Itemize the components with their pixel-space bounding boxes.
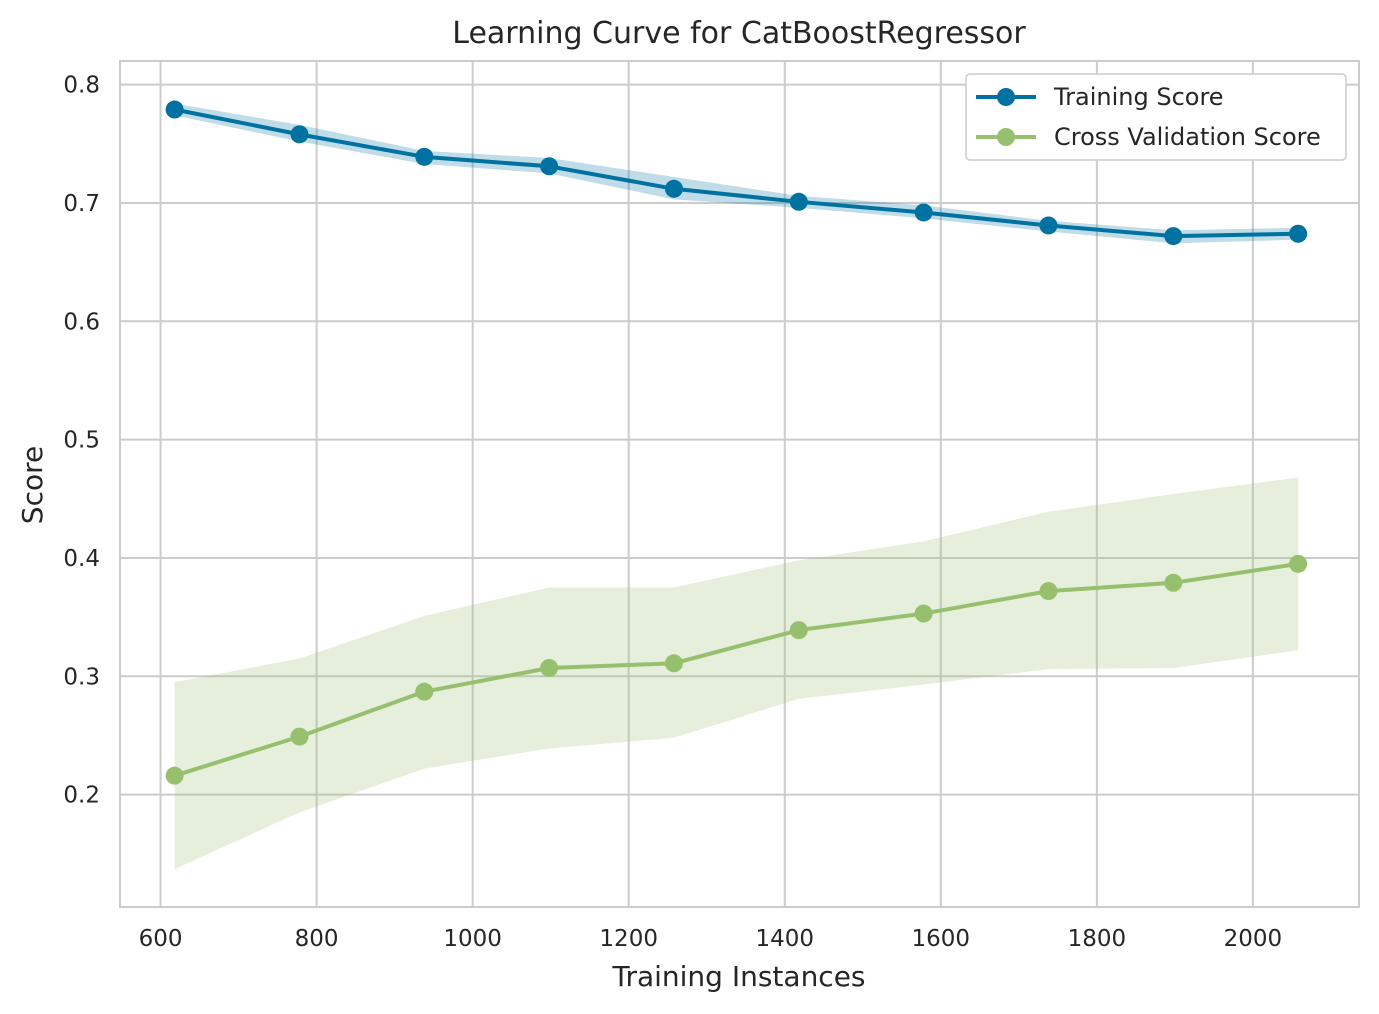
y-axis-label: Score — [16, 446, 49, 524]
y-tick-label: 0.4 — [63, 546, 100, 572]
training-score-point — [290, 125, 309, 144]
cross-validation-score-point — [290, 727, 309, 746]
training-score-point — [415, 147, 434, 166]
y-tick-label: 0.8 — [63, 73, 100, 99]
gridlines — [120, 61, 1359, 907]
training-score-line — [174, 107, 1299, 239]
y-tick-label: 0.5 — [63, 428, 100, 454]
cross-validation-score-line — [174, 561, 1299, 778]
training-score-point — [664, 179, 683, 198]
x-tick-label: 1600 — [912, 926, 971, 952]
series-points — [165, 100, 1308, 785]
training-score-point — [540, 157, 559, 176]
cross-validation-score-point — [1164, 573, 1183, 592]
x-tick-label: 2000 — [1224, 926, 1283, 952]
x-tick-label: 1000 — [443, 926, 502, 952]
cross-validation-score-point — [165, 766, 184, 785]
x-tick-label: 1400 — [755, 926, 814, 952]
y-tick-label: 0.7 — [63, 191, 100, 217]
training-score-point — [914, 203, 933, 222]
cross-validation-score-point — [664, 654, 683, 673]
y-axis-ticks: 0.2 0.3 0.4 0.5 0.6 0.7 0.8 — [63, 73, 100, 809]
legend-marker-training-score — [997, 88, 1015, 106]
cross-validation-score-point — [1289, 554, 1308, 573]
training-score-point — [1289, 224, 1308, 243]
cross-validation-score-band — [174, 477, 1299, 870]
y-tick-label: 0.3 — [63, 664, 100, 690]
cross-validation-score-point — [540, 658, 559, 677]
x-axis-label: Training Instances — [611, 960, 865, 993]
training-score-point — [1164, 227, 1183, 246]
confidence-bands — [174, 103, 1299, 870]
y-tick-label: 0.2 — [63, 783, 100, 809]
plot-frame — [119, 60, 1360, 908]
legend-marker-cross-validation-score — [997, 128, 1015, 146]
cross-validation-score-point — [914, 604, 933, 623]
x-tick-label: 1800 — [1068, 926, 1127, 952]
legend-box — [965, 73, 1347, 161]
x-tick-label: 600 — [139, 926, 183, 952]
legend-label-cross-validation-score: Cross Validation Score — [1054, 123, 1321, 151]
cross-validation-score-point — [415, 682, 434, 701]
cross-validation-score-point — [789, 621, 808, 640]
training-score-point — [789, 192, 808, 211]
x-tick-label: 800 — [295, 926, 339, 952]
chart-title: Learning Curve for CatBoostRegressor — [452, 16, 1026, 51]
y-tick-label: 0.6 — [63, 309, 100, 335]
series-lines — [174, 107, 1299, 778]
x-tick-label: 1200 — [599, 926, 658, 952]
cross-validation-score-point — [1039, 582, 1058, 601]
training-score-point — [1039, 216, 1058, 235]
training-score-point — [165, 100, 184, 119]
legend-label-training-score: Training Score — [1053, 83, 1224, 111]
x-axis-ticks: 600 800 1000 1200 1400 1600 1800 2000 — [139, 926, 1283, 952]
legend: Training Score Cross Validation Score — [965, 73, 1347, 161]
